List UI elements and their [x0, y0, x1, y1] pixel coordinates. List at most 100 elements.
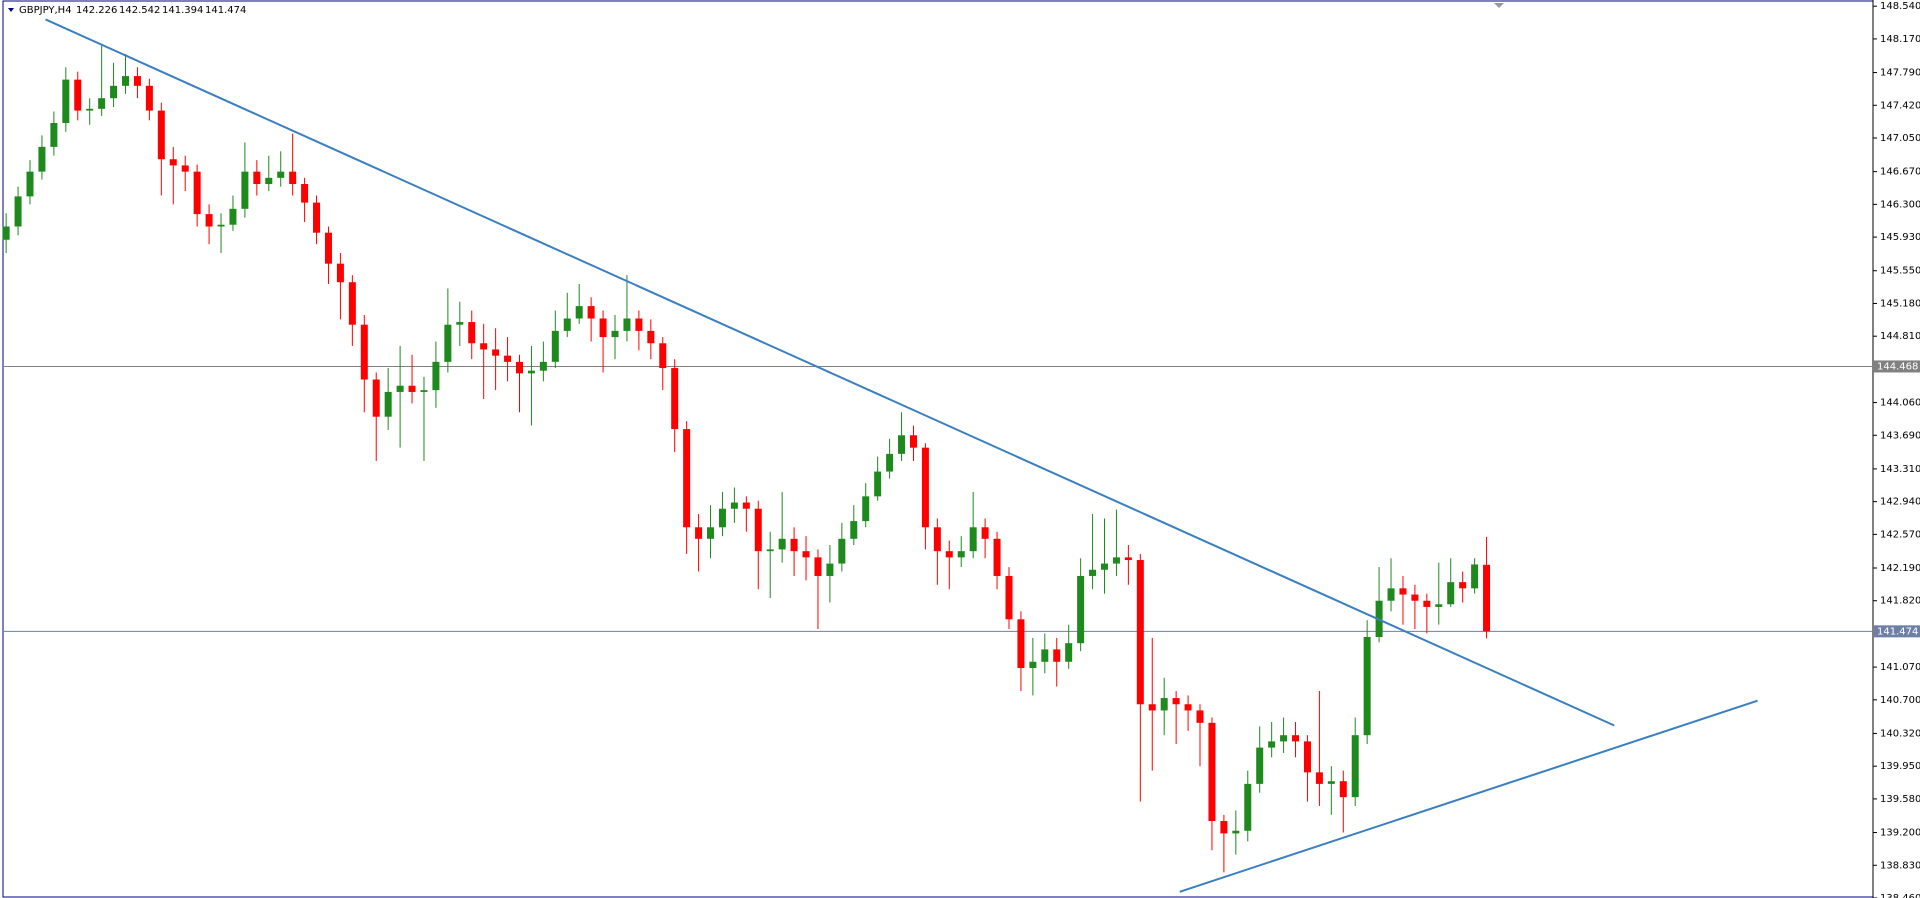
- candle-body: [671, 368, 679, 430]
- candle-body: [1136, 560, 1144, 705]
- candle-body: [874, 471, 882, 497]
- candle-body: [444, 324, 452, 362]
- y-tick-label: 144.060: [1880, 398, 1920, 409]
- candle-body: [1100, 563, 1108, 570]
- y-tick-label: 143.310: [1880, 464, 1920, 475]
- candle-body: [217, 224, 225, 227]
- trend-line: [45, 18, 1615, 727]
- y-tick-label: 148.540: [1880, 1, 1920, 12]
- candle-body: [623, 318, 631, 331]
- candle-body: [336, 263, 344, 283]
- candle-body: [98, 98, 106, 109]
- candle-body: [539, 361, 547, 371]
- candle-body: [2, 226, 10, 240]
- candle-body: [1339, 781, 1347, 798]
- candle-body: [587, 306, 595, 319]
- candle-body: [1447, 582, 1455, 605]
- y-tick-label: 147.420: [1880, 100, 1920, 111]
- candle-body: [420, 390, 428, 392]
- y-tick-label: 145.180: [1880, 298, 1920, 309]
- y-tick-label: 145.550: [1880, 266, 1920, 277]
- candle-body: [1172, 698, 1180, 705]
- shift-marker: [1494, 3, 1504, 8]
- candle-body: [1387, 588, 1395, 601]
- candle-body: [1220, 821, 1228, 834]
- candle-body: [1124, 557, 1132, 561]
- candle-body: [1148, 704, 1156, 711]
- candle-body: [1483, 564, 1491, 632]
- candle-body: [1268, 741, 1276, 748]
- candle-body: [193, 171, 201, 215]
- y-tick-label: 139.950: [1880, 761, 1920, 772]
- candle-body: [1292, 735, 1300, 742]
- candle-body: [563, 318, 571, 331]
- candle-body: [205, 214, 213, 227]
- candle-body: [50, 122, 58, 147]
- header-value: 142.226: [76, 5, 117, 16]
- candle-body: [74, 79, 82, 111]
- candle-body: [1315, 772, 1323, 784]
- candle-body: [324, 232, 332, 264]
- candle-body: [993, 538, 1001, 576]
- candle-body: [945, 551, 953, 558]
- candle-body: [957, 551, 965, 558]
- y-tick-label: 147.050: [1880, 133, 1920, 144]
- y-tick-label: 138.830: [1880, 860, 1920, 871]
- candle-body: [1184, 704, 1192, 711]
- candle-body: [313, 202, 321, 233]
- candle-body: [1327, 781, 1335, 784]
- candle-body: [1077, 575, 1085, 644]
- candle-body: [14, 196, 22, 227]
- candle-body: [551, 330, 559, 362]
- candle-body: [1112, 557, 1120, 564]
- candle-body: [157, 110, 165, 160]
- candle-body: [384, 391, 392, 417]
- candle-body: [492, 349, 500, 356]
- candle-body: [659, 343, 667, 369]
- menu-arrow[interactable]: [8, 8, 14, 12]
- header-value: 142.542: [119, 5, 160, 16]
- y-tick-label: 141.070: [1880, 662, 1920, 673]
- candle-body: [133, 76, 141, 86]
- candle-body: [921, 447, 929, 528]
- candle-body: [456, 322, 464, 325]
- price-label-box: [1874, 360, 1920, 373]
- candle-body: [527, 370, 535, 374]
- candle-body: [909, 435, 917, 448]
- candle-body: [468, 322, 476, 344]
- header-value: 141.474: [205, 5, 246, 16]
- candle-body: [1005, 575, 1013, 620]
- price-label-box: [1874, 625, 1920, 638]
- candle-body: [838, 538, 846, 564]
- candle-body: [898, 435, 906, 454]
- candle-body: [1029, 661, 1037, 668]
- price-label: 144.468: [1877, 361, 1918, 372]
- candle-body: [1471, 564, 1479, 589]
- candle-body: [1459, 582, 1467, 589]
- candle-body: [647, 330, 655, 344]
- candle-body: [969, 527, 977, 552]
- candle-body: [26, 171, 34, 197]
- candle-body: [1411, 594, 1419, 601]
- candle-body: [62, 79, 70, 123]
- candle-body: [1232, 830, 1240, 834]
- candle-body: [730, 502, 738, 509]
- candle-body: [1041, 649, 1049, 662]
- trend-line: [1179, 699, 1758, 893]
- candle-body: [933, 527, 941, 552]
- price-label: 141.474: [1877, 626, 1918, 637]
- candle-body: [850, 521, 858, 539]
- candle-body: [396, 385, 404, 392]
- header-value: 141.394: [162, 5, 203, 16]
- candle-body: [1363, 637, 1371, 736]
- candle-body: [611, 330, 619, 338]
- candle-body: [599, 318, 607, 338]
- candle-body: [265, 177, 273, 185]
- candle-body: [372, 379, 380, 417]
- candle-body: [1196, 710, 1204, 723]
- candle-body: [1423, 600, 1431, 607]
- candle-body: [432, 361, 440, 391]
- candle-body: [1208, 722, 1216, 822]
